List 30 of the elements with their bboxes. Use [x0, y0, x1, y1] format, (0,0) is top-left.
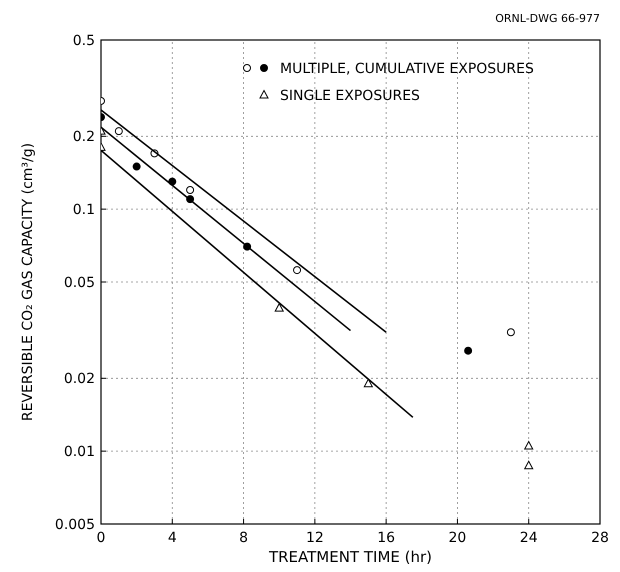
y-tick-label: 0.2 — [72, 129, 95, 146]
point — [364, 378, 373, 388]
y-tick-label: 0.5 — [72, 32, 95, 49]
y-tick-label: 0.05 — [64, 274, 95, 291]
y-tick-label: 0.005 — [54, 516, 95, 533]
point — [464, 346, 472, 355]
y-tick-label: 0.1 — [72, 202, 95, 218]
point — [293, 266, 302, 274]
y-tick-label: 0.02 — [64, 371, 95, 388]
x-tick-label: 12 — [306, 530, 324, 546]
point — [524, 460, 534, 470]
x-tick-label: 8 — [239, 530, 248, 546]
y-axis-title: REVERSIBLE CO₂ GAS CAPACITY (cm³/g) — [20, 142, 36, 422]
text: ORNL-DWG 66-977 — [495, 12, 600, 25]
legend-label: SINGLE EXPOSURES — [280, 88, 420, 104]
legend-label: MULTIPLE, CUMULATIVE EXPOSURES — [280, 60, 534, 77]
x-tick-label: 16 — [377, 530, 396, 546]
point — [274, 303, 284, 312]
x-tick-label: 24 — [520, 530, 538, 546]
point — [186, 186, 194, 194]
point — [114, 127, 123, 136]
x-tick-label: 0 — [96, 530, 106, 546]
point — [132, 162, 141, 171]
x-axis-title: TREATMENT TIME (hr) — [268, 548, 432, 566]
y-tick-label: 0.01 — [64, 444, 95, 460]
point — [506, 328, 515, 336]
point — [524, 441, 534, 450]
x-tick-label: 4 — [168, 530, 177, 546]
x-tick-label: 20 — [448, 530, 466, 546]
x-tick-label: 28 — [591, 530, 609, 546]
